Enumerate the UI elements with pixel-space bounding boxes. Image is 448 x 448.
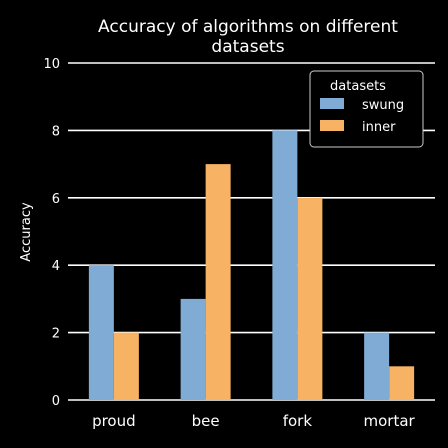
legend-title: datasets bbox=[330, 79, 386, 94]
bar-bee-swung bbox=[180, 298, 206, 400]
bar-fork-swung bbox=[272, 130, 298, 400]
y-tick-label-4: 4 bbox=[52, 259, 60, 274]
y-tick-label-6: 6 bbox=[52, 192, 60, 207]
chart-title-line-2: datasets bbox=[211, 37, 284, 57]
legend-label-inner: inner bbox=[362, 120, 396, 135]
bar-mortar-inner bbox=[389, 366, 415, 400]
x-tick-label-proud: proud bbox=[92, 412, 136, 430]
y-tick-label-0: 0 bbox=[52, 394, 60, 409]
chart-title: Accuracy of algorithms on different data… bbox=[98, 17, 398, 57]
x-tick-label-mortar: mortar bbox=[364, 412, 416, 430]
y-tick-labels: 0 2 4 6 8 10 bbox=[43, 57, 60, 409]
bar-bee-inner bbox=[205, 164, 231, 400]
y-tick-label-8: 8 bbox=[52, 124, 60, 139]
bar-proud-inner bbox=[113, 332, 139, 400]
bar-fork-inner bbox=[297, 197, 323, 400]
legend: datasets swung inner bbox=[309, 70, 424, 148]
category-labels: proud bee fork mortar bbox=[92, 412, 415, 430]
x-tick-label-bee: bee bbox=[192, 412, 220, 430]
legend-entries: swung inner bbox=[320, 98, 404, 135]
y-tick-label-10: 10 bbox=[43, 57, 60, 72]
bar-mortar-swung bbox=[364, 332, 390, 400]
x-tick-label-fork: fork bbox=[283, 412, 313, 430]
chart-title-line-1: Accuracy of algorithms on different bbox=[98, 17, 398, 37]
legend-swatch-inner bbox=[320, 120, 344, 131]
bars bbox=[88, 130, 415, 400]
y-axis-label: Accuracy bbox=[19, 202, 34, 262]
legend-label-swung: swung bbox=[362, 98, 404, 113]
y-tick-label-2: 2 bbox=[52, 327, 60, 342]
legend-swatch-swung bbox=[320, 98, 344, 109]
bar-proud-swung bbox=[88, 265, 114, 400]
